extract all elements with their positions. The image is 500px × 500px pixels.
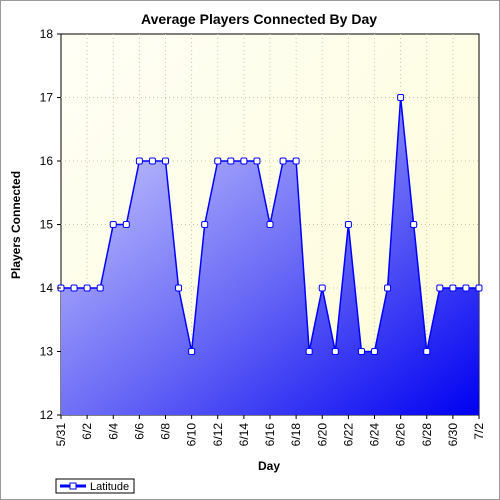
data-point <box>318 284 326 292</box>
data-point <box>449 284 457 292</box>
y-tick-label: 12 <box>40 408 54 422</box>
data-point <box>292 157 300 165</box>
x-tick-label: 6/26 <box>394 423 408 447</box>
data-point <box>371 348 378 355</box>
x-tick-label: 6/16 <box>263 423 277 447</box>
y-tick-label: 14 <box>40 281 54 295</box>
data-point <box>122 221 130 228</box>
legend-marker-swatch <box>69 482 77 490</box>
data-point <box>357 348 365 355</box>
data-point <box>384 284 392 292</box>
y-tick-label: 16 <box>40 154 54 168</box>
y-tick-label: 18 <box>40 27 54 41</box>
series-points <box>57 94 483 355</box>
x-tick-label: 6/10 <box>185 423 199 447</box>
legend: Latitude <box>55 478 135 494</box>
y-tick-label: 17 <box>40 91 54 105</box>
data-point <box>83 284 91 292</box>
x-tick-label: 5/31 <box>54 423 68 447</box>
x-tick-label: 6/28 <box>420 423 434 447</box>
data-point <box>423 348 431 355</box>
x-tick-label: 6/22 <box>341 423 355 447</box>
data-point <box>279 157 287 165</box>
data-point <box>227 157 235 165</box>
y-tick-label: 15 <box>40 218 54 232</box>
data-point <box>410 221 418 228</box>
data-point <box>240 157 248 165</box>
data-point <box>188 348 196 355</box>
chart-title: Average Players Connected By Day <box>141 11 377 27</box>
x-tick-label: 6/6 <box>132 423 146 440</box>
data-point <box>253 157 261 165</box>
legend-label-latitude: Latitude <box>90 481 129 493</box>
data-point <box>70 284 78 292</box>
data-point <box>109 221 117 228</box>
data-point <box>475 284 483 292</box>
series-area-fill <box>61 97 479 415</box>
x-tick-label: 6/24 <box>368 423 382 447</box>
x-axis-ticks: 5/31 6/2 6/4 6/6 6/8 6/10 6/12 6/14 6/16 6/18 6/20… <box>54 415 486 446</box>
data-point <box>148 157 156 165</box>
data-point <box>175 284 183 292</box>
data-point <box>436 284 444 292</box>
data-point <box>201 221 209 228</box>
x-tick-label: 6/30 <box>446 423 460 447</box>
x-tick-label: 6/20 <box>315 423 329 447</box>
y-tick-label: 13 <box>40 345 54 359</box>
x-tick-label: 7/2 <box>472 423 486 440</box>
data-point <box>344 221 352 228</box>
x-axis-label: Day <box>258 459 280 473</box>
data-point <box>96 284 104 292</box>
x-tick-label: 6/14 <box>237 423 251 447</box>
data-point <box>462 284 470 292</box>
x-tick-label: 6/12 <box>211 423 225 447</box>
data-point <box>397 94 405 101</box>
data-point <box>331 348 339 355</box>
data-point <box>135 157 143 165</box>
data-point <box>266 221 274 228</box>
x-tick-label: 6/4 <box>106 423 120 440</box>
data-point <box>305 348 313 355</box>
data-point <box>214 157 222 165</box>
data-point <box>162 157 169 165</box>
x-tick-label: 6/8 <box>159 423 173 440</box>
x-tick-label: 6/2 <box>80 423 94 440</box>
x-tick-label: 6/18 <box>289 423 303 447</box>
y-axis-label: Players Connected <box>9 171 23 279</box>
y-axis-ticks: 12 13 14 15 16 17 18 <box>40 27 61 422</box>
series-area <box>61 97 479 415</box>
